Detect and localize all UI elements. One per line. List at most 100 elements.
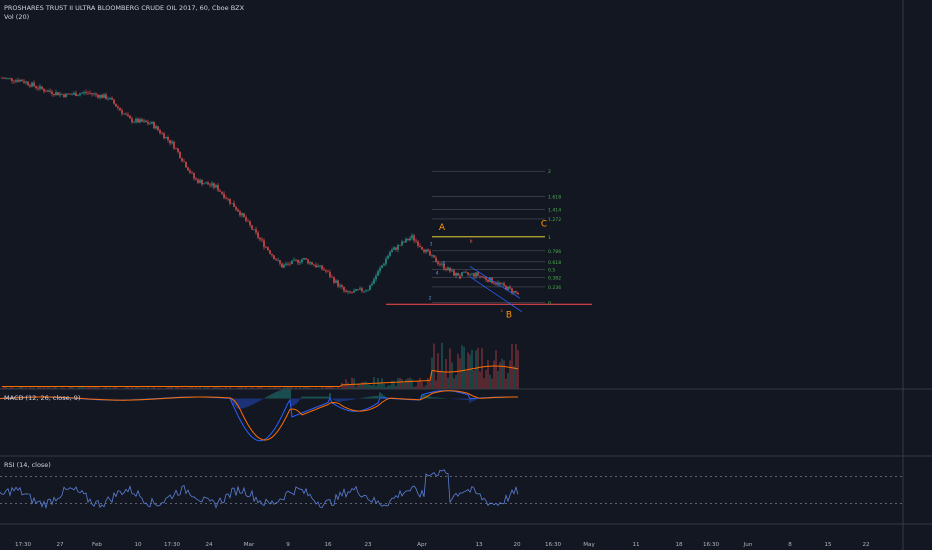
candle-body bbox=[235, 207, 237, 210]
volume-bar bbox=[147, 386, 149, 389]
volume-bar bbox=[287, 387, 289, 389]
volume-bar bbox=[307, 386, 309, 389]
macd-histogram-bar bbox=[265, 397, 267, 399]
macd-histogram-bar bbox=[461, 398, 463, 400]
candle-body bbox=[283, 264, 285, 268]
candle-body bbox=[201, 180, 203, 185]
candle-body bbox=[15, 80, 17, 82]
candle-body bbox=[515, 291, 517, 293]
macd-histogram-bar bbox=[275, 391, 277, 399]
volume-bar bbox=[203, 387, 205, 389]
volume-bar bbox=[135, 387, 137, 389]
candle-body bbox=[289, 263, 291, 265]
candle-body bbox=[353, 290, 355, 293]
candle-body bbox=[499, 282, 501, 284]
volume-bar bbox=[407, 378, 409, 389]
candle-body bbox=[151, 121, 153, 124]
volume-bar bbox=[141, 387, 143, 389]
volume-bar bbox=[433, 343, 435, 389]
candle-body bbox=[145, 120, 147, 123]
macd-histogram-bar bbox=[431, 397, 433, 399]
candle-body bbox=[19, 79, 21, 82]
macd-histogram-bar bbox=[375, 395, 377, 399]
candle-body bbox=[333, 277, 335, 283]
volume-bar bbox=[61, 387, 63, 389]
candle-body bbox=[495, 283, 497, 285]
macd-histogram-bar bbox=[317, 396, 319, 399]
macd-histogram-bar bbox=[427, 395, 429, 399]
volume-bar bbox=[51, 387, 53, 389]
wave-label: a bbox=[459, 276, 462, 281]
volume-bar bbox=[503, 360, 505, 389]
candle-body bbox=[253, 229, 255, 230]
candle-body bbox=[381, 265, 383, 268]
macd-histogram-bar bbox=[377, 395, 379, 399]
candle-body bbox=[351, 292, 353, 294]
volume-bar bbox=[81, 386, 83, 389]
volume-bar bbox=[253, 387, 255, 389]
candle-body bbox=[173, 141, 175, 149]
macd-histogram-bar bbox=[307, 396, 309, 399]
candle-body bbox=[123, 113, 125, 115]
volume-bar bbox=[269, 387, 271, 389]
candle-body bbox=[3, 78, 5, 79]
candle-body bbox=[17, 80, 19, 82]
candle-body bbox=[295, 259, 297, 261]
candle-body bbox=[273, 255, 275, 260]
volume-bar bbox=[83, 387, 85, 389]
volume-bar bbox=[403, 382, 405, 389]
volume-bar bbox=[143, 387, 145, 389]
volume-bar bbox=[387, 385, 389, 389]
volume-bar bbox=[189, 387, 191, 389]
candle-body bbox=[103, 94, 105, 98]
candle-body bbox=[457, 272, 459, 276]
volume-bar bbox=[375, 385, 377, 389]
candle-body bbox=[391, 249, 393, 253]
candle-body bbox=[49, 90, 51, 92]
macd-histogram-bar bbox=[421, 394, 423, 399]
volume-bar bbox=[195, 386, 197, 389]
candle-body bbox=[139, 119, 141, 123]
time-tick-label: Mar bbox=[244, 542, 255, 548]
time-tick-label: 9 bbox=[286, 542, 290, 548]
candle-body bbox=[323, 269, 325, 271]
macd-histogram-bar bbox=[279, 390, 281, 399]
volume-bar bbox=[357, 384, 359, 389]
candle-body bbox=[441, 263, 443, 265]
volume-bar bbox=[399, 377, 401, 389]
candle-body bbox=[403, 241, 405, 243]
candle-body bbox=[481, 276, 483, 277]
candle-body bbox=[433, 255, 435, 258]
volume-bar bbox=[361, 382, 363, 389]
volume-bar bbox=[177, 387, 179, 389]
candle-body bbox=[191, 172, 193, 174]
candle-body bbox=[385, 258, 387, 264]
volume-bar bbox=[103, 387, 105, 389]
candle-body bbox=[451, 270, 453, 272]
volume-bar bbox=[389, 385, 391, 389]
candle-body bbox=[375, 275, 377, 280]
candle-body bbox=[221, 191, 223, 194]
candle-body bbox=[389, 252, 391, 256]
candle-body bbox=[383, 263, 385, 266]
volume-bar bbox=[429, 381, 431, 389]
candle-body bbox=[373, 279, 375, 284]
macd-histogram-bar bbox=[281, 389, 283, 399]
candle-body bbox=[61, 93, 63, 95]
candle-body bbox=[467, 272, 469, 275]
candle-body bbox=[431, 255, 433, 256]
candle-body bbox=[95, 93, 97, 95]
candle-body bbox=[297, 259, 299, 263]
macd-histogram-bar bbox=[423, 394, 425, 399]
macd-histogram-bar bbox=[339, 398, 341, 402]
macd-histogram-bar bbox=[473, 398, 475, 401]
candle-body bbox=[53, 93, 55, 95]
candle-body bbox=[265, 246, 267, 248]
candle-body bbox=[77, 95, 79, 97]
macd-histogram-bar bbox=[251, 398, 253, 405]
candle-body bbox=[237, 209, 239, 212]
macd-histogram-bar bbox=[463, 398, 465, 400]
candle-body bbox=[33, 82, 35, 87]
volume-bar bbox=[219, 387, 221, 389]
